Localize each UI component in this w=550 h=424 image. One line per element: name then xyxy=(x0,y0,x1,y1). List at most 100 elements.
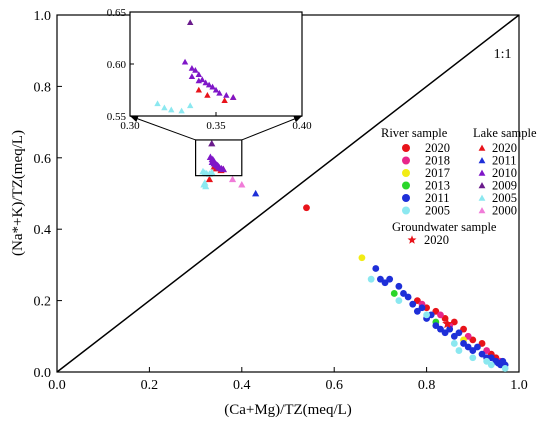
inset-x-tick-label: 0.35 xyxy=(206,120,226,132)
inset-point-lake-2010 xyxy=(188,73,196,80)
data-point-river-2011 xyxy=(377,275,384,283)
inset-point-lake-2010 xyxy=(192,67,199,73)
legend-label-river-2013: 2013 xyxy=(425,179,450,193)
legend-marker-river-2018 xyxy=(402,156,410,165)
data-point-river-2005 xyxy=(501,365,509,372)
data-point-river-2020 xyxy=(413,297,421,304)
legend-marker-river-2020 xyxy=(402,144,410,152)
legend-marker-groundwater-2020 xyxy=(407,235,417,244)
legend-groundwater-header: Groundwater sample xyxy=(392,220,497,234)
data-point-river-2013 xyxy=(390,290,398,297)
data-point-lake-2005 xyxy=(208,168,216,175)
data-point-river-2005 xyxy=(395,297,403,304)
inset-y-tick-label: 0.60 xyxy=(107,59,127,71)
legend-label-lake-2020: 2020 xyxy=(492,141,517,155)
legend-label-river-2011: 2011 xyxy=(425,191,450,205)
legend: River sample Lake sample Groundwater sam… xyxy=(381,126,537,247)
y-tick-label: 1.0 xyxy=(34,9,52,24)
x-tick-label: 1.0 xyxy=(510,378,528,393)
data-point-river-2005 xyxy=(483,357,491,365)
legend-marker-lake-2020 xyxy=(478,144,486,151)
legend-marker-lake-2011 xyxy=(478,157,486,164)
inset-point-lake-2010 xyxy=(195,71,202,77)
data-point-river-2011 xyxy=(446,325,454,333)
data-point-river-2011 xyxy=(487,354,495,362)
inset-point-lake-2010 xyxy=(223,92,230,98)
data-point-river-2020 xyxy=(432,307,440,315)
inset-point-lake-2005 xyxy=(178,107,185,114)
legend-items: 2020201820172013201120052020201120102009… xyxy=(402,141,517,247)
data-point-river-2011 xyxy=(400,290,407,297)
data-point-river-2020 xyxy=(303,204,310,212)
legend-label-lake-2005: 2005 xyxy=(492,191,517,205)
x-axis-label: (Ca+Mg)/TZ(meq/L) xyxy=(224,402,352,418)
y-axis-ticks: 0.0 0.2 0.4 0.6 0.8 1.0 xyxy=(34,9,62,381)
y-tick-label: 0.2 xyxy=(34,295,52,310)
inset-point-lake-2005 xyxy=(187,102,194,109)
data-point-river-2011 xyxy=(409,300,417,308)
legend-label-river-2018: 2018 xyxy=(425,154,450,168)
data-point-river-2011 xyxy=(432,322,440,329)
legend-river-header: River sample xyxy=(381,126,448,140)
inset-markers xyxy=(154,19,237,114)
y-tick-label: 0.4 xyxy=(34,223,52,238)
legend-marker-lake-2010 xyxy=(478,169,486,176)
data-point-river-2005 xyxy=(455,347,463,354)
legend-label-river-2020: 2020 xyxy=(425,141,450,155)
data-point-river-2020 xyxy=(460,325,467,333)
legend-label-river-2017: 2017 xyxy=(425,166,450,180)
data-point-river-2011 xyxy=(455,329,463,337)
data-point-river-2011 xyxy=(381,279,389,287)
legend-lake-header: Lake sample xyxy=(473,126,537,140)
zoom-arrow-left xyxy=(129,115,196,141)
inset-point-lake-2010 xyxy=(188,64,196,71)
legend-marker-river-2013 xyxy=(402,181,410,190)
data-point-river-2011 xyxy=(464,343,472,351)
data-point-river-2011 xyxy=(413,307,421,315)
data-point-lake-2009 xyxy=(208,139,216,147)
data-point-river-2011 xyxy=(372,265,380,272)
data-point-river-2020 xyxy=(450,318,458,326)
inset-point-lake-2010 xyxy=(199,76,206,83)
inset-point-lake-2010 xyxy=(195,77,202,84)
inset-point-lake-2005 xyxy=(161,104,168,111)
zoom-arrowhead-left xyxy=(130,115,139,123)
y-tick-label: 0.6 xyxy=(34,152,52,167)
data-point-lake-2005 xyxy=(202,182,210,190)
data-point-river-2005 xyxy=(450,340,458,347)
data-point-river-2011 xyxy=(395,282,403,290)
data-point-river-2017 xyxy=(358,254,366,262)
data-point-lake-2010 xyxy=(210,159,218,167)
x-tick-label: 0.8 xyxy=(418,378,436,393)
legend-marker-lake-2009 xyxy=(478,182,486,189)
data-point-river-2011 xyxy=(441,329,449,337)
legend-marker-lake-2000 xyxy=(478,207,486,214)
inset-point-lake-2005 xyxy=(168,106,175,113)
data-point-river-2011 xyxy=(437,325,444,333)
data-point-river-2018 xyxy=(483,347,491,354)
inset-y-tick-label: 0.55 xyxy=(107,111,127,123)
y-tick-label: 0.8 xyxy=(34,80,52,95)
y-axis-label: (Na*+K)/TZ(meq/L) xyxy=(10,130,26,256)
data-point-river-2020 xyxy=(469,336,477,344)
inset-point-lake-2010 xyxy=(202,79,209,86)
data-point-lake-2020 xyxy=(205,175,214,183)
x-tick-label: 0.2 xyxy=(141,378,159,393)
data-point-groundwater-2020 xyxy=(442,318,453,329)
inset-point-lake-2005 xyxy=(154,100,161,107)
data-point-river-2011 xyxy=(460,340,467,347)
inset-point-lake-2010 xyxy=(212,86,220,93)
zoom-arrowhead-right xyxy=(293,115,302,123)
legend-marker-river-2005 xyxy=(402,206,410,215)
data-point-river-2005 xyxy=(469,354,477,362)
data-point-river-2011 xyxy=(418,304,426,312)
data-point-river-2011 xyxy=(469,347,477,354)
inset-y-tick-label: 0.65 xyxy=(107,7,127,19)
reference-line-1to1 xyxy=(56,14,520,373)
inset-point-lake-2009 xyxy=(187,19,194,25)
data-point-river-2011 xyxy=(478,350,486,358)
legend-marker-river-2017 xyxy=(402,169,410,177)
legend-label-groundwater-2020: 2020 xyxy=(424,233,449,247)
data-point-lake-2000 xyxy=(238,180,246,188)
